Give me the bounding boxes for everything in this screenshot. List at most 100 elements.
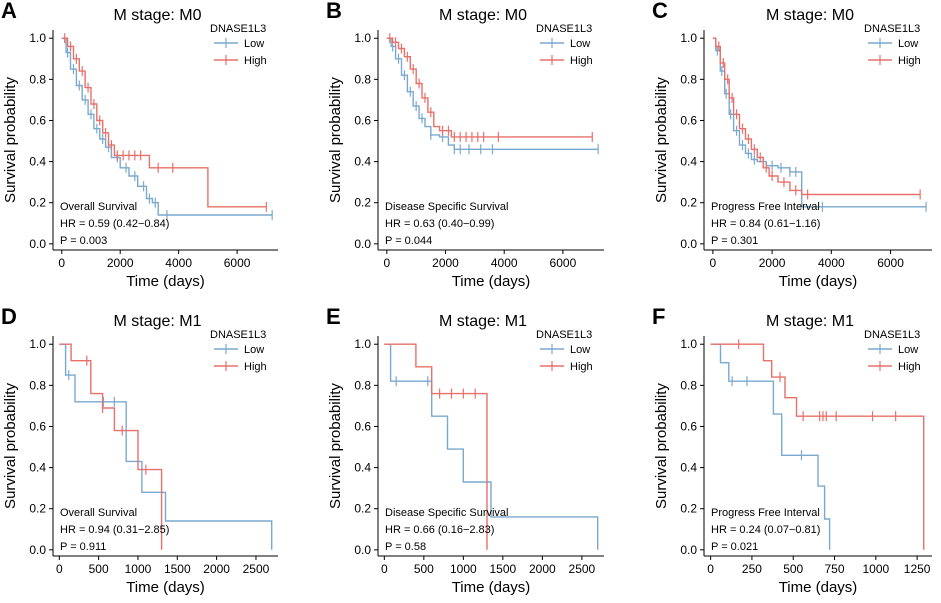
stats-annotation: P = 0.58 (385, 541, 426, 553)
y-tick-label: 0.0 (680, 237, 697, 251)
x-tick-label: 2000 (529, 562, 556, 576)
legend-label-high: High (244, 361, 267, 373)
legend-label-low: Low (898, 344, 918, 356)
x-tick-label: 2500 (569, 562, 596, 576)
y-tick-label: 0.4 (680, 155, 697, 169)
y-tick-label: 0.2 (680, 502, 697, 516)
stats-annotation: Overall Survival (60, 507, 137, 519)
legend-label-high: High (244, 55, 267, 67)
y-tick-label: 0.2 (29, 502, 46, 516)
km-curve-high (710, 343, 925, 550)
legend-title: DNASE1L3 (536, 23, 592, 35)
legend-label-high: High (898, 55, 921, 67)
x-tick-label: 2000 (203, 562, 230, 576)
legend-title: DNASE1L3 (864, 23, 920, 35)
km-curve-low (712, 37, 927, 208)
panel-c: C M stage: M0 0 2000 4000 6000 0.0 0.2 0.4 0.6 0.8… (652, 0, 932, 290)
km-curve-high (61, 37, 267, 208)
x-tick-label: 500 (783, 562, 803, 576)
x-axis-label: Time (days) (126, 273, 205, 290)
stats-annotation: HR = 0.84 (0.61−1.16) (711, 218, 820, 230)
x-tick-label: 2000 (759, 256, 786, 270)
y-tick-label: 0.2 (29, 196, 46, 210)
y-tick-label: 0.0 (680, 543, 697, 557)
chart-title: M stage: M0 (113, 7, 201, 24)
y-tick-label: 0.4 (29, 461, 46, 475)
chart-title: M stage: M1 (113, 313, 201, 330)
x-tick-label: 4000 (491, 256, 518, 270)
x-tick-label: 6000 (224, 256, 251, 270)
x-tick-label: 1000 (125, 562, 152, 576)
panel-b: B M stage: M0 0 2000 4000 6000 0.0 0.2 0.4 0.6 0.8… (326, 0, 604, 290)
x-axis-label: Time (days) (452, 273, 531, 290)
panel-label: B (326, 0, 342, 23)
panel-label: A (1, 0, 17, 23)
x-tick-label: 500 (89, 562, 109, 576)
y-tick-label: 0.2 (354, 502, 371, 516)
stats-annotation: P = 0.044 (385, 235, 432, 247)
y-tick-label: 1.0 (29, 31, 46, 45)
y-tick-label: 0.6 (29, 419, 46, 433)
y-tick-label: 0.2 (680, 196, 697, 210)
x-tick-label: 6000 (550, 256, 577, 270)
x-tick-label: 1000 (450, 562, 477, 576)
y-tick-label: 1.0 (29, 337, 46, 351)
legend-label-low: Low (244, 344, 264, 356)
y-axis-label: Survival probability (653, 383, 670, 509)
y-axis-label: Survival probability (327, 77, 344, 203)
y-axis-label: Survival probability (2, 77, 19, 203)
x-tick-label: 500 (414, 562, 434, 576)
panel-d: D M stage: M1 0 500 1000 1500 2000 2500 0.0 0.2 0.… (1, 304, 278, 596)
panel-f: F M stage: M1 0 250 500 750 1000 1250 0.0 0.2 0.4 0… (652, 304, 932, 596)
stats-annotation: P = 0.911 (60, 541, 106, 553)
y-tick-label: 0.6 (680, 419, 697, 433)
stats-annotation: Progress Free Interval (711, 201, 820, 213)
stats-annotation: Overall Survival (60, 201, 137, 213)
x-tick-label: 0 (383, 256, 390, 270)
y-tick-label: 0.8 (354, 378, 371, 392)
legend-title: DNASE1L3 (210, 23, 266, 35)
km-curve-low (61, 37, 273, 216)
y-tick-label: 0.0 (354, 543, 371, 557)
x-tick-label: 4000 (818, 256, 845, 270)
stats-annotation: Disease Specific Survival (385, 201, 509, 213)
panel-label: D (1, 304, 17, 329)
y-tick-label: 0.6 (680, 113, 697, 127)
y-tick-label: 1.0 (354, 337, 371, 351)
x-tick-label: 0 (707, 562, 714, 576)
legend-label-high: High (898, 361, 921, 373)
legend-label-low: Low (898, 38, 918, 50)
x-tick-label: 750 (825, 562, 845, 576)
y-tick-label: 1.0 (354, 31, 371, 45)
panel-label: E (326, 304, 341, 329)
x-tick-label: 6000 (877, 256, 904, 270)
x-tick-label: 1500 (490, 562, 517, 576)
stats-annotation: HR = 0.94 (0.31−2.85) (60, 524, 169, 536)
km-curve-high (386, 37, 593, 138)
legend-label-low: Low (570, 38, 590, 50)
y-tick-label: 0.8 (680, 72, 697, 86)
stats-annotation: HR = 0.63 (0.40−0.99) (385, 218, 494, 230)
x-tick-label: 0 (381, 562, 388, 576)
y-tick-label: 0.8 (680, 378, 697, 392)
y-axis-label: Survival probability (327, 383, 344, 509)
stats-annotation: P = 0.003 (60, 235, 107, 247)
panel-label: C (652, 0, 668, 23)
km-curve-low (710, 343, 831, 550)
panel-a: A M stage: M0 0 2000 4000 6000 0.0 0.2 0.4 0.6 0.8… (1, 0, 278, 290)
x-tick-label: 250 (742, 562, 762, 576)
y-tick-label: 0.4 (29, 155, 46, 169)
x-tick-label: 1250 (904, 562, 931, 576)
stats-annotation: Progress Free Interval (711, 507, 820, 519)
y-tick-label: 0.4 (354, 461, 371, 475)
x-tick-label: 1000 (862, 562, 889, 576)
x-tick-label: 4000 (165, 256, 192, 270)
panel-e: E M stage: M1 0 500 1000 1500 2000 2500 0.0 0.2 0.… (326, 304, 604, 596)
y-tick-label: 0.6 (354, 419, 371, 433)
x-tick-label: 0 (58, 256, 65, 270)
x-tick-label: 2500 (243, 562, 270, 576)
y-axis-label: Survival probability (653, 77, 670, 203)
chart-title: M stage: M0 (766, 7, 854, 24)
x-tick-label: 1500 (164, 562, 191, 576)
